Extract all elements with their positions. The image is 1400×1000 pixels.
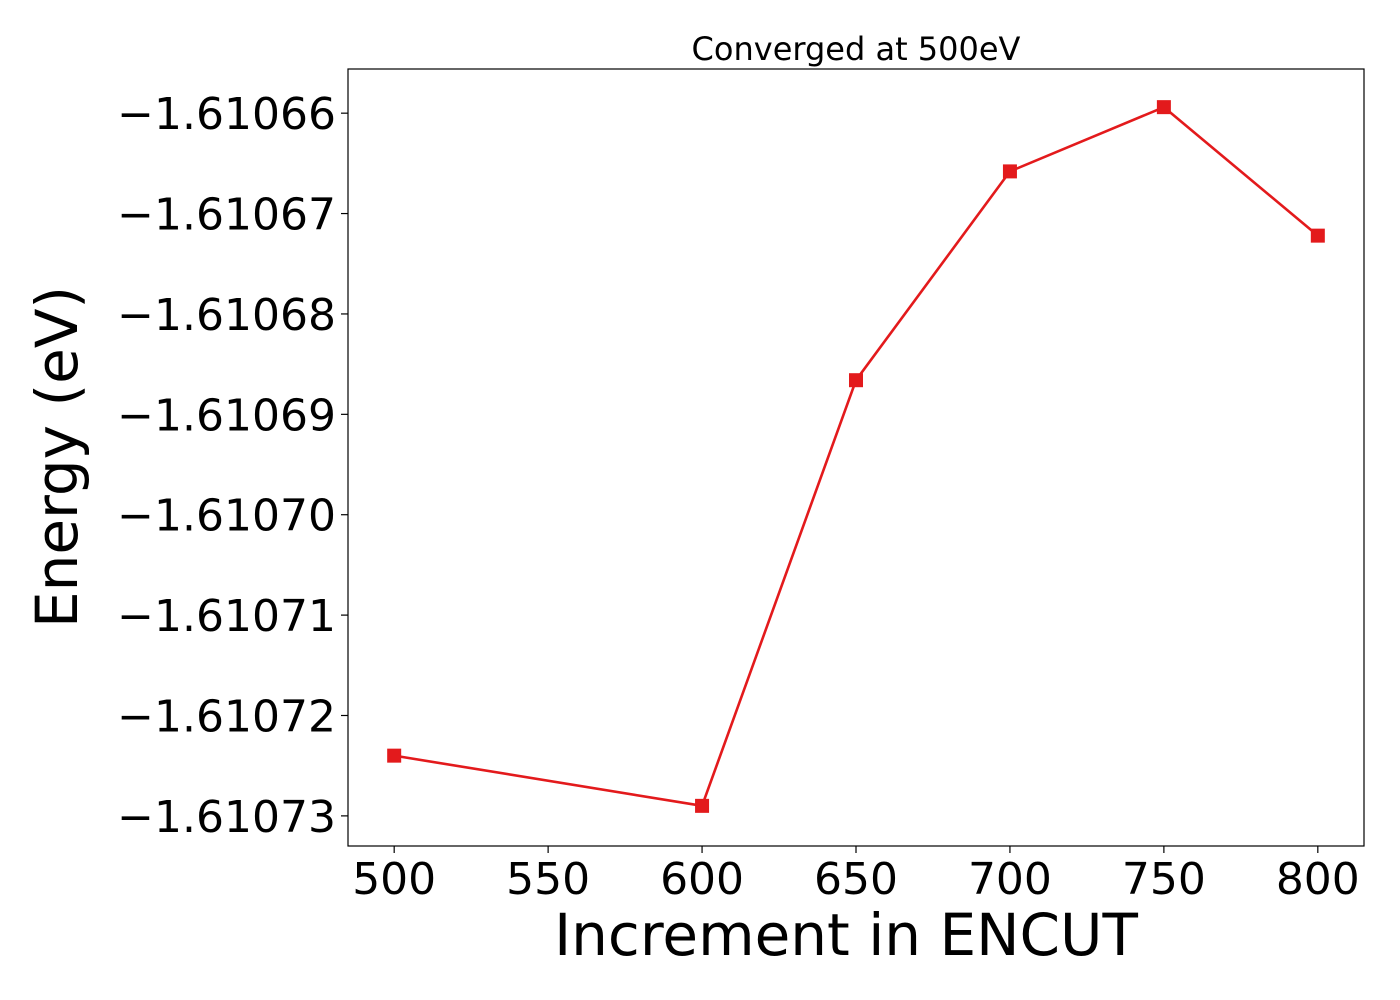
plot-area [387,100,1325,813]
series-line [393,105,1319,808]
x-tick-label: 750 [1122,854,1206,905]
data-point [695,798,710,813]
data-point [849,373,863,388]
y-axis: −1.61066 −1.61067 −1.61068 −1.61069 −1.61070… [117,89,348,843]
x-tick-label: 700 [968,854,1052,905]
x-tick-label: 800 [1276,854,1360,905]
plot-frame [347,68,1365,847]
x-tick-label: 600 [660,854,744,905]
y-tick-label: −1.61070 [117,491,336,542]
y-tick-label: −1.61071 [117,591,336,642]
y-tick-label: −1.61068 [117,290,336,341]
x-axis: 500 550 600 650 700 750 800 [352,846,1360,905]
chart-title: Converged at 500eV [692,30,1021,68]
y-tick-label: −1.61066 [117,89,336,140]
data-point [1156,100,1171,115]
y-tick-label: −1.61067 [117,190,336,241]
y-tick-label: −1.61069 [117,390,336,441]
x-axis-label: Increment in ENCUT [554,901,1138,969]
y-tick-label: −1.61073 [117,792,336,843]
data-point [1002,164,1017,179]
y-axis-label: Energy (eV) [23,286,91,628]
x-tick-label: 550 [506,854,590,905]
data-point [1310,228,1325,243]
y-tick-label: −1.61072 [117,691,336,742]
x-tick-label: 500 [352,854,436,905]
x-tick-label: 650 [814,854,898,905]
data-point [387,748,402,763]
